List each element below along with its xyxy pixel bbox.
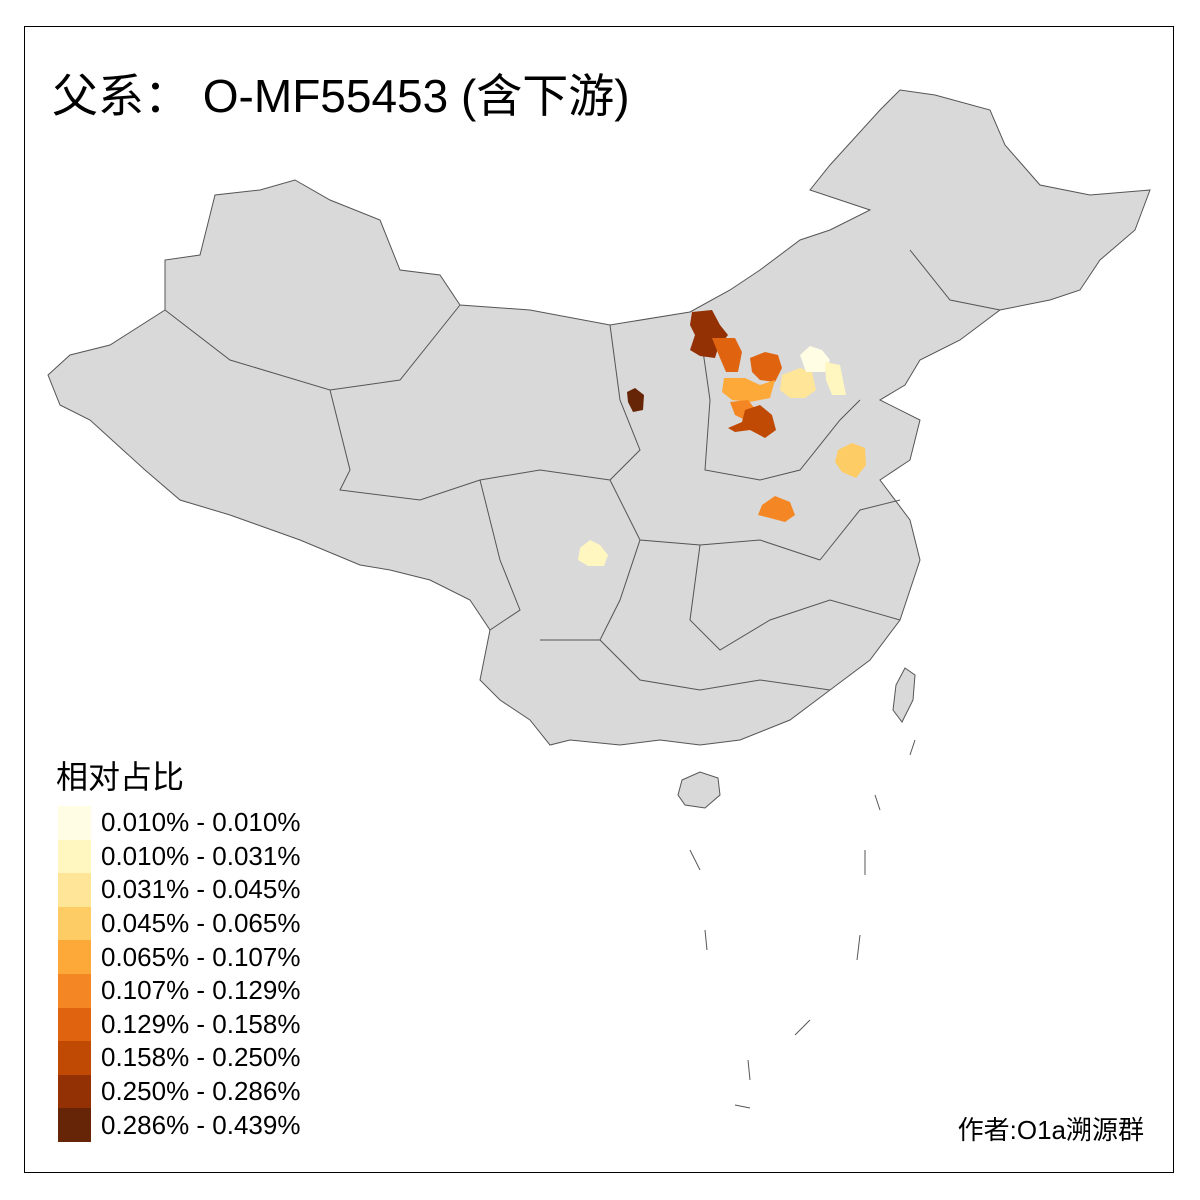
- legend-swatch: [58, 806, 91, 840]
- legend-label: 0.158% - 0.250%: [101, 1042, 301, 1073]
- legend-label: 0.010% - 0.010%: [101, 807, 301, 838]
- legend-swatch: [58, 1007, 91, 1042]
- taiwan-region: [892, 667, 916, 723]
- map-title: 父系： O-MF55453 (含下游): [52, 70, 630, 122]
- legend-swatch: [58, 1041, 91, 1075]
- highlighted-region: [800, 346, 830, 372]
- highlighted-region: [825, 362, 846, 395]
- south-sea-islands: [689, 739, 916, 1109]
- map-frame: [24, 26, 1174, 1173]
- legend: 0.010% - 0.010% 0.010% - 0.031% 0.031% -…: [58, 806, 300, 1142]
- legend-label: 0.107% - 0.129%: [101, 975, 301, 1006]
- highlighted-region: [578, 540, 608, 566]
- highlighted-region: [728, 405, 776, 438]
- legend-item: 0.107% - 0.129%: [58, 973, 301, 1008]
- legend-item: 0.031% - 0.045%: [58, 873, 300, 907]
- legend-item: 0.129% - 0.158%: [58, 1007, 301, 1042]
- highlighted-region: [712, 338, 742, 372]
- legend-swatch: [58, 1108, 91, 1142]
- legend-item: 0.010% - 0.031%: [58, 839, 301, 874]
- highlighted-region: [780, 368, 816, 398]
- legend-title: 相对占比: [56, 759, 185, 795]
- legend-label: 0.129% - 0.158%: [101, 1008, 301, 1039]
- highlighted-region: [750, 352, 782, 382]
- legend-item: 0.065% - 0.107%: [58, 940, 300, 974]
- highlighted-region: [835, 443, 866, 478]
- highlighted-region: [722, 378, 775, 402]
- legend-item: 0.045% - 0.065%: [58, 906, 301, 941]
- hainan-region: [677, 771, 721, 809]
- base-map: [47, 89, 1151, 1109]
- legend-swatch: [58, 873, 91, 907]
- legend-item: 0.250% - 0.286%: [58, 1074, 301, 1109]
- legend-label: 0.250% - 0.286%: [101, 1076, 301, 1107]
- highlighted-regions: [578, 310, 866, 566]
- legend-item: 0.010% - 0.010%: [58, 806, 300, 840]
- legend-swatch: [58, 1074, 91, 1109]
- author-credit: 作者:O1a溯源群: [957, 1115, 1144, 1145]
- legend-swatch: [58, 973, 91, 1008]
- legend-item: 0.158% - 0.250%: [58, 1041, 300, 1075]
- province-borders: [164, 249, 1001, 691]
- legend-label: 0.010% - 0.031%: [101, 840, 301, 871]
- legend-item: 0.286% - 0.439%: [58, 1108, 300, 1142]
- legend-label: 0.286% - 0.439%: [101, 1109, 301, 1140]
- highlighted-region: [627, 388, 644, 412]
- highlighted-region: [758, 496, 795, 522]
- legend-swatch: [58, 839, 91, 874]
- mainland-region: [47, 89, 1151, 746]
- legend-label: 0.045% - 0.065%: [101, 908, 301, 939]
- legend-label: 0.031% - 0.045%: [101, 874, 301, 905]
- legend-swatch: [58, 940, 91, 974]
- legend-label: 0.065% - 0.107%: [101, 941, 301, 972]
- legend-swatch: [58, 906, 91, 941]
